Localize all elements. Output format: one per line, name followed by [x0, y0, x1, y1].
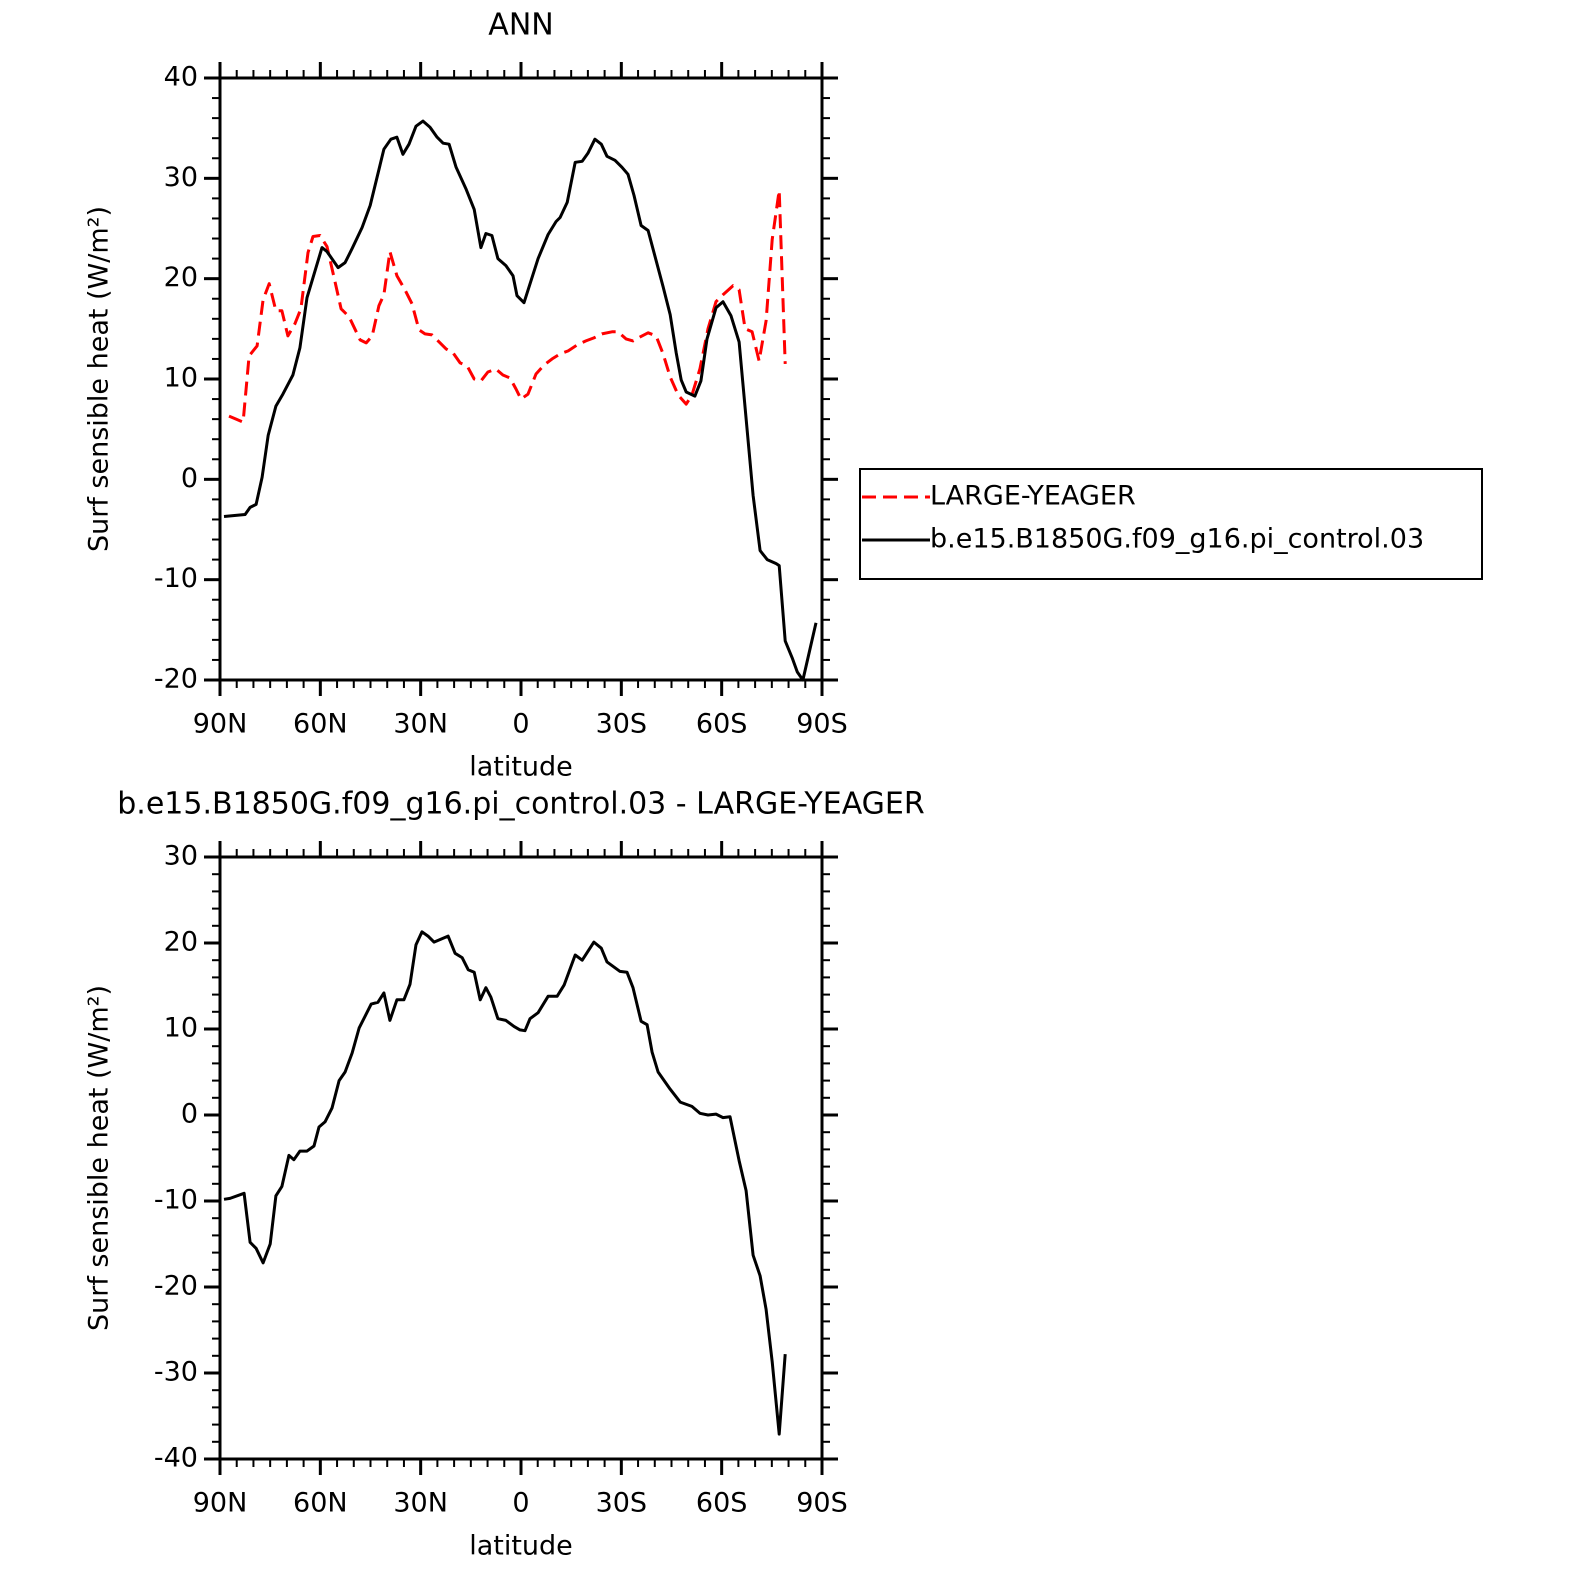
x-axis-label: latitude: [469, 1531, 573, 1562]
y-tick-label: -20: [154, 1271, 198, 1302]
y-axis-label: Surf sensible heat (W/m²): [84, 985, 115, 1331]
data-line: [223, 930, 787, 1436]
y-tick-label: -10: [154, 1185, 198, 1216]
data-line: [223, 119, 818, 682]
legend-label: b.e15.B1850G.f09_g16.pi_control.03: [930, 524, 1424, 555]
y-tick-label: 0: [181, 463, 198, 494]
y-axis-label: Surf sensible heat (W/m²): [84, 206, 115, 552]
y-tick-label: 20: [164, 262, 198, 293]
x-tick-label: 60N: [293, 1488, 348, 1519]
x-tick-label: 60N: [293, 709, 348, 740]
x-tick-label: 0: [512, 709, 529, 740]
y-tick-label: 0: [181, 1099, 198, 1130]
y-tick-label: 30: [164, 841, 198, 872]
x-axis-label: latitude: [469, 752, 573, 783]
x-tick-label: 30N: [393, 1488, 448, 1519]
plot-frame: [218, 76, 824, 682]
y-tick-label: -40: [154, 1443, 198, 1474]
y-tick-label: -30: [154, 1357, 198, 1388]
y-tick-label: -10: [154, 563, 198, 594]
y-tick-label: 10: [164, 363, 198, 394]
x-tick-label: 30S: [596, 709, 648, 740]
x-tick-label: 60S: [696, 1488, 748, 1519]
y-tick-label: 20: [164, 927, 198, 958]
y-tick-label: 30: [164, 162, 198, 193]
x-tick-label: 0: [512, 1488, 529, 1519]
y-tick-label: 40: [164, 62, 198, 93]
x-tick-label: 90N: [193, 1488, 248, 1519]
chart-title: b.e15.B1850G.f09_g16.pi_control.03 - LAR…: [117, 787, 924, 822]
x-tick-label: 90S: [796, 709, 848, 740]
legend-label: LARGE-YEAGER: [930, 481, 1136, 512]
y-tick-label: 10: [164, 1013, 198, 1044]
x-tick-label: 90N: [193, 709, 248, 740]
chart-title: ANN: [488, 8, 553, 43]
legend-box: [859, 468, 1483, 580]
x-tick-label: 90S: [796, 1488, 848, 1519]
y-tick-label: -20: [154, 664, 198, 695]
x-tick-label: 30N: [393, 709, 448, 740]
plot-frame: [218, 855, 824, 1461]
x-tick-label: 30S: [596, 1488, 648, 1519]
data-line: [228, 188, 787, 424]
x-tick-label: 60S: [696, 709, 748, 740]
